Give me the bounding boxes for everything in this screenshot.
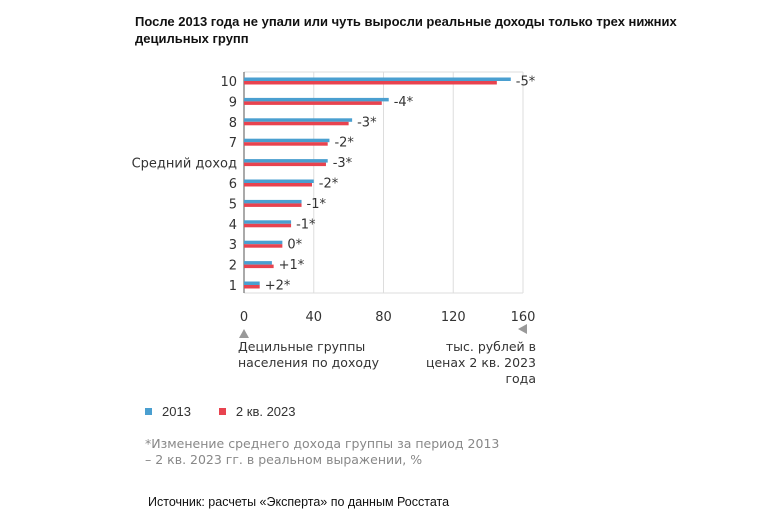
footnote: *Изменение среднего дохода группы за пер… bbox=[145, 436, 500, 467]
legend-label-2013: 2013 bbox=[162, 404, 191, 419]
bar-2023-1 bbox=[244, 81, 497, 85]
bar-2013-9 bbox=[244, 240, 283, 245]
x-axis-start-marker bbox=[239, 329, 249, 338]
bar-2023-7 bbox=[244, 203, 302, 207]
category-label-9: 3 bbox=[229, 238, 237, 253]
legend-swatch-2013 bbox=[145, 408, 152, 415]
bar-2023-5 bbox=[244, 162, 326, 167]
bar-2023-10 bbox=[244, 264, 274, 269]
x-tick-label-80: 80 bbox=[375, 310, 392, 325]
category-label-8: 4 bbox=[229, 218, 237, 233]
x-tick-label-40: 40 bbox=[305, 310, 322, 325]
category-label-2: 9 bbox=[229, 95, 237, 110]
x-axis-label: Децильные группы населения по доходу bbox=[238, 339, 380, 370]
value-label-5: -3* bbox=[333, 156, 353, 171]
bar-2023-6 bbox=[244, 183, 313, 187]
bar-2023-3 bbox=[244, 121, 349, 126]
x-tick-label-120: 120 bbox=[441, 310, 466, 325]
value-label-3: -3* bbox=[357, 115, 377, 130]
category-label-5: Средний доход bbox=[132, 157, 237, 172]
category-label-4: 7 bbox=[229, 136, 237, 151]
value-label-4: -2* bbox=[334, 136, 354, 151]
bar-2013-4 bbox=[244, 138, 330, 143]
value-label-6: -2* bbox=[319, 177, 339, 192]
chart-title: После 2013 года не упали или чуть выросл… bbox=[135, 14, 677, 46]
unit-label: тыс. рублей в ценах 2 кв. 2023 года bbox=[425, 339, 536, 386]
bar-2023-11 bbox=[244, 285, 260, 289]
bar-2023-2 bbox=[244, 101, 382, 105]
legend-item-2023: 2 кв. 2023 bbox=[218, 404, 296, 419]
category-label-11: 1 bbox=[229, 279, 237, 294]
category-label-1: 10 bbox=[220, 75, 237, 90]
category-label-7: 5 bbox=[229, 197, 237, 212]
bar-2013-1 bbox=[244, 77, 511, 81]
category-label-10: 2 bbox=[229, 259, 237, 274]
legend: 2013 2 кв. 2023 bbox=[145, 404, 324, 419]
bar-chart: 0 40 80 120 160 10 -5* 9 -4* 8 -3* 7 -2* Средний дохо… bbox=[132, 71, 536, 338]
value-label-10: +1* bbox=[279, 258, 305, 273]
bar-2013-5 bbox=[244, 159, 328, 163]
bar-2023-4 bbox=[244, 142, 328, 146]
bar-2013-11 bbox=[244, 281, 260, 285]
bar-2013-10 bbox=[244, 261, 272, 265]
bar-2023-8 bbox=[244, 223, 292, 228]
bar-2013-8 bbox=[244, 220, 292, 224]
value-label-7: -1* bbox=[307, 197, 327, 212]
bar-2013-2 bbox=[244, 97, 389, 102]
legend-label-2023: 2 кв. 2023 bbox=[235, 404, 296, 419]
legend-swatch-2023 bbox=[218, 408, 226, 415]
bar-2013-3 bbox=[244, 118, 353, 122]
value-label-1: -5* bbox=[516, 75, 536, 90]
bar-2023-9 bbox=[244, 244, 283, 248]
value-label-11: +2* bbox=[265, 279, 291, 294]
x-axis-end-marker bbox=[518, 324, 527, 334]
x-tick-label-160: 160 bbox=[511, 310, 536, 325]
source-note: Источник: расчеты «Эксперта» по данным Р… bbox=[148, 495, 450, 509]
category-label-6: 6 bbox=[229, 177, 237, 192]
category-label-3: 8 bbox=[229, 116, 237, 131]
value-label-2: -4* bbox=[394, 95, 414, 110]
bar-2013-7 bbox=[244, 199, 302, 204]
value-label-8: -1* bbox=[296, 217, 316, 232]
x-tick-label-0: 0 bbox=[240, 310, 248, 325]
value-label-9: 0* bbox=[287, 238, 302, 253]
legend-item-2013: 2013 bbox=[145, 404, 191, 419]
bar-2013-6 bbox=[244, 179, 314, 183]
